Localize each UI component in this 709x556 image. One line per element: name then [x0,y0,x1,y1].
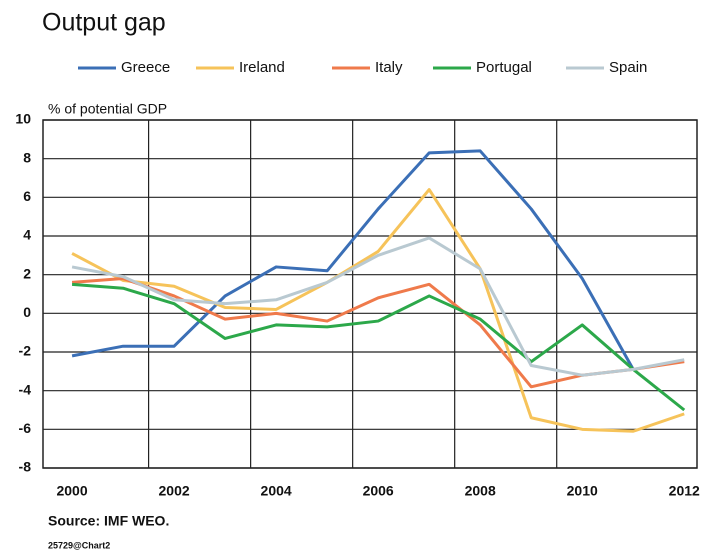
x-tick-label: 2012 [669,483,700,499]
legend-label: Ireland [239,59,285,76]
x-tick-label: 2000 [56,483,87,499]
x-tick-label: 2010 [567,483,598,499]
y-tick-label: -2 [19,343,32,359]
y-tick-label: -8 [19,459,32,475]
series-line [71,282,686,412]
legend-label: Spain [609,59,647,76]
x-tick-label: 2002 [159,483,190,499]
y-tick-label: 0 [23,304,31,320]
y-tick-label: 4 [23,227,31,243]
y-tick-label: -6 [19,420,32,436]
plot-border [42,119,698,469]
series-line [71,188,685,433]
chart-title: Output gap [42,9,166,37]
y-tick-label: 2 [23,265,31,281]
legend-label: Portugal [476,59,532,76]
y-tick-label: 6 [23,188,31,204]
y-tick-label: -4 [19,381,32,397]
series-line [71,236,685,377]
footnote: 25729@Chart2 [48,540,110,550]
y-tick-label: 10 [15,111,31,127]
x-tick-label: 2006 [363,483,394,499]
y-axis-label: % of potential GDP [48,101,167,117]
legend-label: Greece [121,59,170,76]
legend-label: Italy [375,59,403,76]
x-tick-label: 2004 [261,483,292,499]
series-line [71,149,635,371]
y-tick-label: 8 [23,149,31,165]
x-tick-label: 2008 [465,483,496,499]
source: Source: IMF WEO. [48,513,169,529]
